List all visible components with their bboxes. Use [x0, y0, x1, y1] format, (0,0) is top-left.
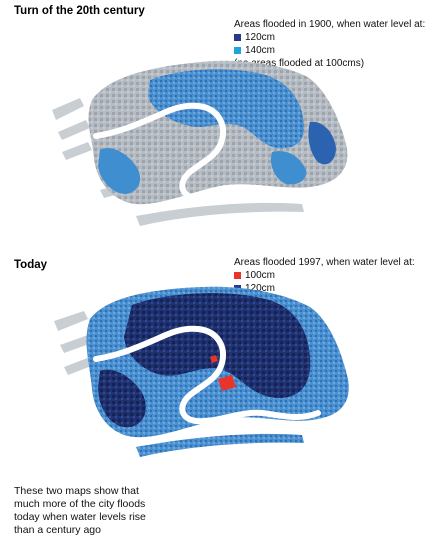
giudecca-island — [136, 203, 304, 226]
map-1900-legend-heading: Areas flooded in 1900, when water level … — [234, 18, 425, 31]
giudecca-island — [136, 434, 304, 457]
map-1900 — [40, 40, 380, 240]
island-strip — [54, 311, 88, 331]
map-1900-title: Turn of the 20th century — [14, 5, 145, 17]
map-1997 — [40, 275, 380, 475]
map-1997-title: Today — [14, 259, 47, 271]
island-strip — [58, 120, 90, 140]
map-1997-legend-heading: Areas flooded 1997, when water level at: — [234, 256, 415, 269]
island-strip — [62, 142, 92, 160]
caption: These two maps show that much more of th… — [14, 485, 164, 537]
island-strip — [52, 98, 84, 120]
